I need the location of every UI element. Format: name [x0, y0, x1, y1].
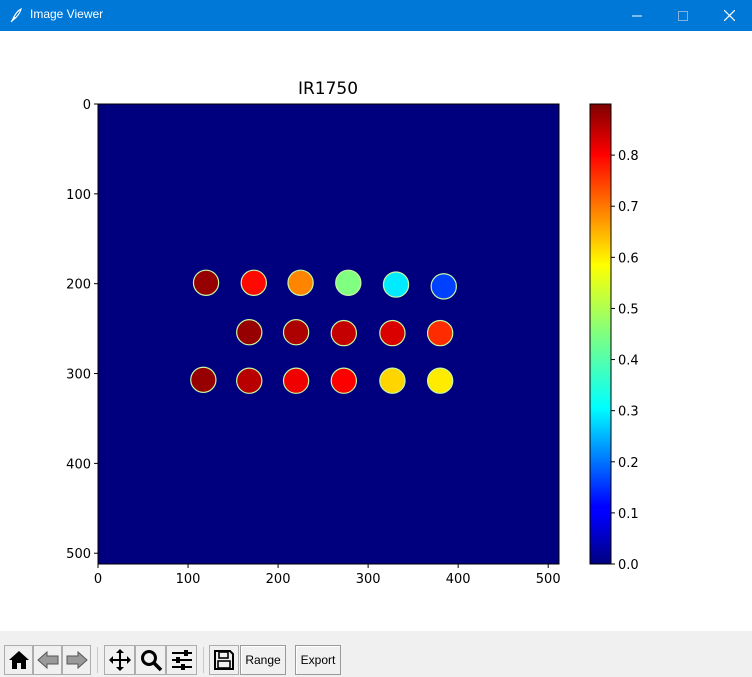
- heatmap-spot-4: [335, 269, 362, 296]
- close-button[interactable]: [706, 0, 752, 31]
- x-tick-label: 500: [536, 572, 561, 587]
- range-button[interactable]: Range: [240, 645, 286, 675]
- colorbar-tick-label: 0.5: [618, 302, 639, 317]
- heatmap-spot-14: [282, 367, 310, 394]
- minimize-button[interactable]: [614, 0, 660, 31]
- y-tick-label: 200: [66, 278, 91, 293]
- heatmap-spot-7: [236, 318, 263, 346]
- window-titlebar: Image Viewer: [0, 0, 752, 31]
- x-tick-label: 200: [266, 572, 291, 587]
- heatmap-figure: IR1750 0 100 200 300 400 500 0 100 200 300 400 500…: [66, 79, 639, 587]
- toolbar-separator: [97, 647, 98, 673]
- colorbar-tick-label: 0.8: [618, 149, 639, 164]
- x-tick-label: 300: [356, 572, 381, 587]
- heatmap-spot-5: [382, 271, 410, 298]
- heatmap-spot-6: [430, 273, 457, 300]
- heatmap-spot-3: [287, 269, 314, 296]
- colorbar-tick-label: 0.0: [618, 558, 639, 573]
- plot-title: IR1750: [298, 79, 358, 99]
- export-button-label: Export: [300, 653, 336, 667]
- pan-move-icon: [108, 649, 131, 671]
- configure-subplots-button[interactable]: [166, 645, 197, 675]
- heatmap-spot-2: [240, 269, 267, 296]
- forward-arrow-icon: [66, 650, 88, 670]
- forward-button[interactable]: [62, 645, 91, 675]
- heatmap-spot-17: [426, 367, 454, 394]
- feather-app-icon: [10, 7, 22, 23]
- colorbar: [589, 103, 612, 565]
- window-title: Image Viewer: [30, 7, 104, 21]
- minimize-icon: [632, 15, 642, 16]
- heatmap-spot-16: [379, 367, 406, 394]
- y-tick-label: 400: [66, 457, 91, 472]
- image-background: [97, 103, 560, 565]
- save-button[interactable]: [209, 645, 239, 675]
- heatmap-spot-15: [330, 367, 358, 394]
- heatmap-spot-9: [330, 319, 358, 347]
- colorbar-tick-label: 0.1: [618, 507, 639, 522]
- colorbar-tick-label: 0.4: [618, 354, 639, 369]
- y-axis-ticks: 0 100 200 300 400 500: [66, 98, 98, 562]
- heatmap-spot-12: [190, 366, 217, 394]
- zoom-magnifier-icon: [140, 650, 162, 672]
- back-arrow-icon: [36, 650, 58, 670]
- home-button[interactable]: [4, 645, 33, 675]
- configure-subplots-icon: [171, 650, 192, 670]
- range-button-label: Range: [245, 653, 281, 667]
- heatmap-spot-10: [379, 319, 406, 347]
- spots-layer: [190, 269, 457, 394]
- zoom-button[interactable]: [135, 645, 166, 675]
- colorbar-tick-label: 0.3: [618, 405, 639, 420]
- x-tick-label: 0: [94, 572, 102, 587]
- y-tick-label: 300: [66, 368, 91, 383]
- heatmap-spot-8: [282, 318, 310, 346]
- y-tick-label: 0: [83, 98, 91, 113]
- export-button[interactable]: Export: [295, 645, 341, 675]
- maximize-icon: [678, 10, 688, 21]
- colorbar-tick-label: 0.7: [618, 200, 639, 215]
- heatmap-spot-1: [192, 269, 220, 296]
- heatmap-spot-13: [236, 367, 263, 394]
- navigation-toolbar: Range Export: [0, 631, 752, 677]
- x-axis-ticks: 0 100 200 300 400 500: [94, 564, 561, 587]
- y-tick-label: 500: [66, 547, 91, 562]
- back-button[interactable]: [33, 645, 62, 675]
- x-tick-label: 100: [176, 572, 201, 587]
- y-tick-label: 100: [66, 188, 91, 203]
- colorbar-tick-label: 0.2: [618, 456, 639, 471]
- figure-canvas[interactable]: IR1750 0 100 200 300 400 500 0 100 200 300 400 500…: [1, 31, 751, 631]
- close-icon: [723, 10, 735, 21]
- colorbar-ticks: 0.0 0.1 0.2 0.3 0.4 0.5 0.6 0.7 0.8: [611, 149, 639, 573]
- pan-button[interactable]: [104, 645, 135, 675]
- maximize-button[interactable]: [660, 0, 706, 31]
- save-floppy-icon: [214, 650, 234, 670]
- colorbar-tick-label: 0.6: [618, 251, 639, 266]
- toolbar-separator: [203, 647, 204, 673]
- x-tick-label: 400: [446, 572, 471, 587]
- home-icon: [8, 651, 29, 669]
- heatmap-spot-11: [426, 319, 454, 347]
